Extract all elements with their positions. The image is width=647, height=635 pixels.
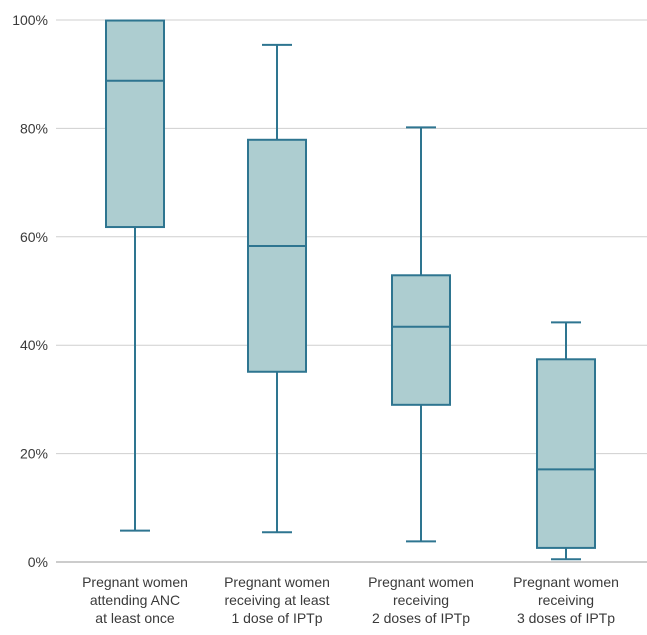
box-3: [391, 126, 451, 543]
category-label-line: Pregnant women: [224, 574, 330, 590]
category-label-line: attending ANC: [90, 592, 180, 608]
category-label-1: Pregnant women attending ANC at least once: [82, 574, 188, 626]
category-label-line: Pregnant women: [513, 574, 619, 590]
y-tick-label: 100%: [12, 12, 48, 28]
box-1: [105, 19, 165, 532]
category-label-line: at least once: [95, 610, 175, 626]
y-tick-label: 20%: [20, 446, 48, 462]
category-label-line: receiving: [393, 592, 449, 608]
y-tick-label: 0%: [28, 554, 48, 570]
category-label-4: Pregnant women receiving 3 doses of IPTp: [513, 574, 619, 626]
iqr-box: [536, 358, 596, 549]
category-label-line: receiving: [538, 592, 594, 608]
boxes: [105, 19, 596, 561]
y-axis-tick-labels: 0% 20% 40% 60% 80% 100%: [12, 12, 48, 570]
y-tick-label: 40%: [20, 337, 48, 353]
category-label-line: 3 doses of IPTp: [517, 610, 615, 626]
iqr-box: [391, 274, 451, 406]
iqr-box: [105, 19, 165, 229]
category-label-line: 2 doses of IPTp: [372, 610, 470, 626]
y-tick-label: 80%: [20, 120, 48, 136]
x-axis-category-labels: Pregnant women attending ANC at least once…: [82, 574, 619, 626]
category-label-2: Pregnant women receiving at least 1 dose o…: [224, 574, 330, 626]
category-label-line: receiving at least: [224, 592, 329, 608]
category-label-3: Pregnant women receiving 2 doses of IPTp: [368, 574, 474, 626]
category-label-line: Pregnant women: [368, 574, 474, 590]
category-label-line: Pregnant women: [82, 574, 188, 590]
y-tick-label: 60%: [20, 229, 48, 245]
category-label-line: 1 dose of IPTp: [231, 610, 322, 626]
box-4: [536, 321, 596, 561]
box-2: [247, 43, 307, 534]
iqr-box: [247, 138, 307, 373]
